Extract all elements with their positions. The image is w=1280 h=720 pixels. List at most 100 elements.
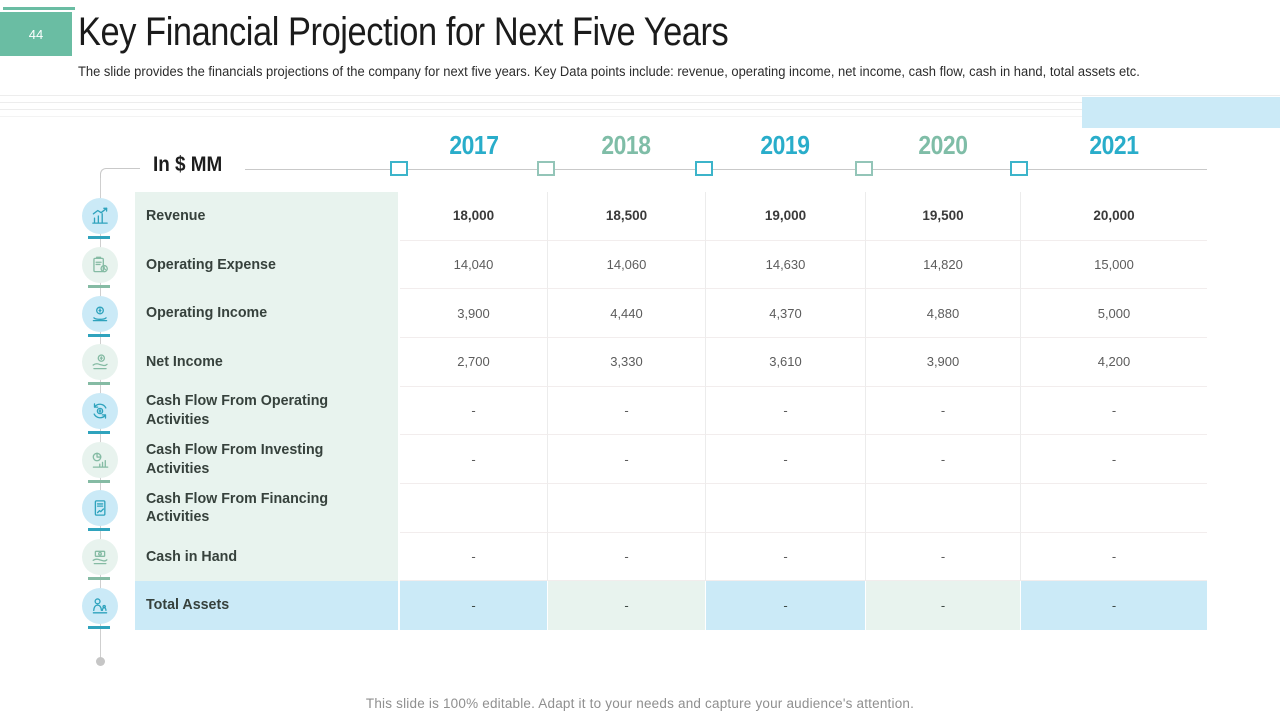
table-cell: - (865, 532, 1020, 582)
table-row: Operating Expense 14,040 14,060 14,630 14,82… (135, 240, 1207, 290)
year-label: 2021 (1088, 130, 1139, 160)
timeline-node (81, 192, 118, 241)
financial-table: Revenue 18,000 18,500 19,000 19,500 20,000 Ope… (135, 192, 1207, 631)
table-cell (705, 484, 865, 533)
icon-underline (88, 382, 110, 386)
row-label: Cash in Hand (146, 547, 238, 565)
table-cell: - (547, 581, 705, 631)
timeline-node (81, 533, 118, 582)
row-label-cell: Cash Flow From Investing Activities (135, 435, 398, 485)
table-cell: 14,040 (400, 240, 547, 290)
decorative-line (0, 109, 1280, 110)
timeline-node (81, 289, 118, 338)
table-row: Cash Flow From Operating Activities - - - - - (135, 386, 1207, 436)
timeline-node (81, 484, 118, 533)
finance-document-icon (81, 490, 118, 527)
table-cell: - (705, 581, 865, 631)
timeline-node (81, 241, 118, 290)
money-growth-icon (81, 295, 118, 332)
decorative-line (0, 116, 1280, 117)
decorative-line (0, 102, 1280, 103)
row-label: Operating Expense (146, 255, 276, 273)
cash-cycle-icon (81, 393, 118, 430)
year-header-2021: 2021 (1010, 130, 1207, 180)
icon-timeline-rail (81, 192, 118, 630)
row-label: Net Income (146, 352, 223, 370)
page-subtitle: The slide provides the financials projec… (78, 64, 1140, 79)
table-cell: - (705, 386, 865, 436)
table-cell: - (865, 386, 1020, 436)
table-row: Cash Flow From Financing Activities (135, 484, 1207, 533)
timeline-node (81, 338, 118, 387)
investment-chart-icon (81, 441, 118, 478)
table-cell: - (1020, 532, 1207, 582)
table-cell: - (705, 532, 865, 582)
table-cell: - (547, 435, 705, 485)
page-title: Key Financial Projection for Next Five Y… (78, 10, 729, 54)
row-label: Cash Flow From Financing Activities (146, 489, 329, 526)
row-label: Operating Income (146, 304, 268, 322)
year-axis-line (245, 169, 1207, 170)
table-cell: 14,630 (705, 240, 865, 290)
timeline-node (81, 387, 118, 436)
row-label: Total Assets (146, 596, 230, 614)
table-cell: 4,880 (865, 289, 1020, 339)
year-label: 2017 (448, 130, 499, 160)
table-cell (400, 484, 547, 533)
table-cell: 20,000 (1020, 192, 1207, 241)
hand-coin-icon (81, 344, 118, 381)
row-label-cell: Revenue (135, 192, 398, 241)
icon-underline (88, 333, 110, 337)
slide-number: 44 (28, 26, 44, 42)
year-label: 2018 (601, 130, 651, 160)
icon-underline (88, 528, 110, 532)
table-cell: - (1020, 386, 1207, 436)
table-cell: - (705, 435, 865, 485)
table-cell: 4,370 (705, 289, 865, 339)
table-cell: 18,000 (400, 192, 547, 241)
row-label: Cash Flow From Investing Activities (146, 440, 324, 477)
timeline-square-marker (855, 161, 873, 176)
corner-highlight-strip (1082, 97, 1280, 128)
cash-hand-icon (81, 539, 118, 576)
icon-underline (88, 236, 110, 240)
table-cell: 4,440 (547, 289, 705, 339)
table-row: Revenue 18,000 18,500 19,000 19,500 20,000 (135, 192, 1207, 241)
table-row: Net Income 2,700 3,330 3,610 3,900 4,200 (135, 338, 1207, 387)
table-cell: - (547, 532, 705, 582)
table-row: Operating Income 3,900 4,440 4,370 4,880 5,00… (135, 289, 1207, 339)
table-cell: 2,700 (400, 338, 547, 387)
table-cell: 15,000 (1020, 240, 1207, 290)
year-header-row: 2017 2018 2019 2020 2021 (390, 130, 1207, 180)
timeline-node (81, 435, 118, 484)
table-cell: 4,200 (1020, 338, 1207, 387)
table-cell: - (400, 532, 547, 582)
year-label: 2020 (917, 130, 968, 160)
table-row: Cash in Hand - - - - - (135, 532, 1207, 582)
year-header-2017: 2017 (390, 130, 547, 180)
row-label: Cash Flow From Operating Activities (146, 392, 329, 429)
table-cell: 3,330 (547, 338, 705, 387)
table-cell: 14,820 (865, 240, 1020, 290)
table-cell: - (1020, 581, 1207, 631)
slide-number-badge: 44 (0, 12, 72, 56)
icon-underline (88, 285, 110, 288)
table-cell: 18,500 (547, 192, 705, 241)
person-assets-icon (81, 587, 118, 624)
table-row: Total Assets - - - - - (135, 581, 1207, 631)
row-label-cell: Net Income (135, 338, 398, 387)
icon-underline (88, 625, 110, 629)
row-label-cell: Cash in Hand (135, 532, 398, 582)
table-cell: 14,060 (547, 240, 705, 290)
icon-underline (88, 431, 110, 435)
table-row: Cash Flow From Investing Activities - - - - - (135, 435, 1207, 485)
icon-underline (88, 479, 110, 483)
table-cell: 3,610 (705, 338, 865, 387)
decorative-line (0, 95, 1280, 96)
table-cell: 3,900 (400, 289, 547, 339)
row-label-cell: Operating Expense (135, 240, 398, 290)
year-header-2018: 2018 (537, 130, 705, 180)
timeline-square-marker (1010, 161, 1028, 176)
timeline-connector (100, 168, 140, 184)
table-cell: - (1020, 435, 1207, 485)
